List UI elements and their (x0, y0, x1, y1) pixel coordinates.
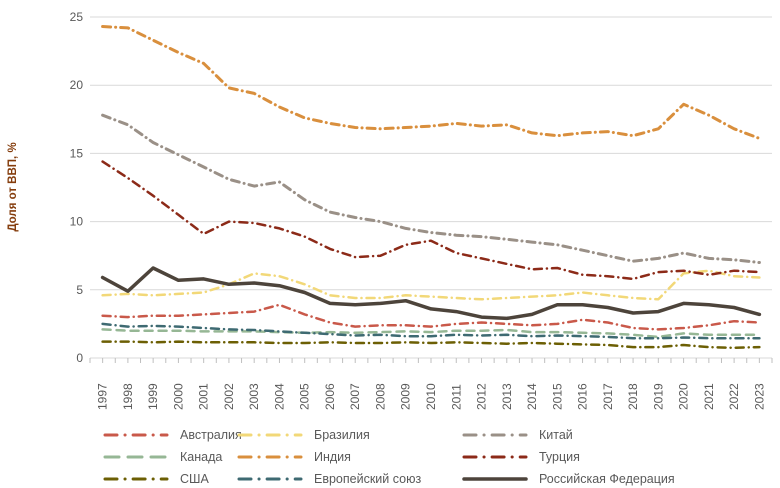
legend-label-usa: США (180, 472, 209, 486)
legend-swatch-australia (103, 433, 169, 437)
legend-item-canada: Канада (103, 446, 237, 468)
series-line-canada (101, 328, 761, 339)
grid-layer (89, 16, 773, 363)
y-tick-label: 20 (70, 78, 84, 92)
x-tick-label: 2018 (626, 383, 640, 410)
series-line-turkey (101, 160, 761, 281)
x-tick-label: 2004 (272, 383, 286, 410)
legend-label-russia: Российская Федерация (539, 472, 675, 486)
legend-item-eu: Европейский союз (237, 468, 462, 488)
legend-swatch-eu (237, 477, 303, 481)
legend-label-brazil: Бразилия (314, 428, 370, 442)
legend-item-turkey: Турция (462, 446, 777, 468)
legend-item-russia: Российская Федерация (462, 468, 777, 488)
x-tick-label: 2007 (348, 383, 362, 410)
legend-item-china: Китай (462, 424, 777, 446)
x-tick-label: 2021 (702, 383, 716, 410)
x-tick-label: 2019 (651, 383, 665, 410)
series-line-russia (100, 266, 762, 321)
legend-label-australia: Австралия (180, 428, 242, 442)
legend-label-canada: Канада (180, 450, 223, 464)
y-axis-title: Доля от ВВП, % (7, 142, 19, 231)
legend: Австралия Канада США Бразилия Индия Европейск… (0, 424, 780, 488)
x-tick-label: 2001 (197, 383, 211, 410)
legend-swatch-india (237, 455, 303, 459)
series-line-china (101, 113, 761, 264)
axis-label-layer: 0 5 10 15 20 25 1997 1998 1999 2000 2001 2002 2003 20… (70, 10, 767, 410)
legend-swatch-canada (103, 455, 169, 459)
x-tick-label: 2006 (323, 383, 337, 410)
x-tick-label: 2022 (727, 383, 741, 410)
x-tick-label: 2010 (424, 383, 438, 410)
x-tick-label: 2014 (525, 383, 539, 410)
legend-swatch-usa (103, 477, 169, 481)
x-tick-label: 2013 (500, 383, 514, 410)
series-line-usa (101, 340, 761, 350)
series-line-australia (101, 303, 761, 331)
legend-item-brazil: Бразилия (237, 424, 462, 446)
x-tick-label: 2009 (399, 383, 413, 410)
legend-label-eu: Европейский союз (314, 472, 422, 486)
x-tick-label: 2017 (601, 383, 615, 410)
series-line-brazil (101, 269, 761, 301)
series-line-india (101, 25, 761, 140)
legend-item-australia: Австралия (103, 424, 242, 446)
x-tick-label: 2023 (752, 383, 766, 410)
legend-swatch-russia (462, 477, 528, 481)
x-tick-label: 2012 (475, 383, 489, 410)
legend-label-turkey: Турция (539, 450, 580, 464)
x-tick-label: 2005 (298, 383, 312, 410)
y-tick-label: 25 (70, 10, 84, 24)
legend-label-china: Китай (539, 428, 573, 442)
x-tick-label: 2002 (222, 383, 236, 410)
legend-label-india: Индия (314, 450, 351, 464)
x-tick-label: 2003 (247, 383, 261, 410)
x-tick-label: 2016 (576, 383, 590, 410)
y-tick-label: 10 (70, 215, 84, 229)
legend-item-india: Индия (237, 446, 462, 468)
x-tick-label: 2015 (550, 383, 564, 410)
y-tick-label: 15 (70, 146, 84, 160)
series-line-eu (101, 322, 761, 340)
x-tick-label: 2011 (449, 384, 463, 410)
x-tick-label: 2020 (677, 383, 691, 410)
y-tick-label: 0 (76, 351, 83, 365)
legend-item-usa: США (103, 468, 237, 488)
x-tick-label: 1999 (146, 383, 160, 410)
y-tick-label: 5 (76, 283, 83, 297)
x-tick-label: 1997 (96, 383, 110, 410)
chart-canvas: Доля от ВВП, % 0 5 10 15 20 25 1997 1998 1999 200… (7, 10, 773, 410)
x-tick-label: 1998 (121, 383, 135, 410)
legend-swatch-turkey (462, 455, 528, 459)
series-layer (100, 25, 762, 350)
x-tick-label: 2008 (374, 383, 388, 410)
legend-swatch-china (462, 433, 528, 437)
x-tick-label: 2000 (171, 383, 185, 410)
legend-swatch-brazil (237, 433, 303, 437)
